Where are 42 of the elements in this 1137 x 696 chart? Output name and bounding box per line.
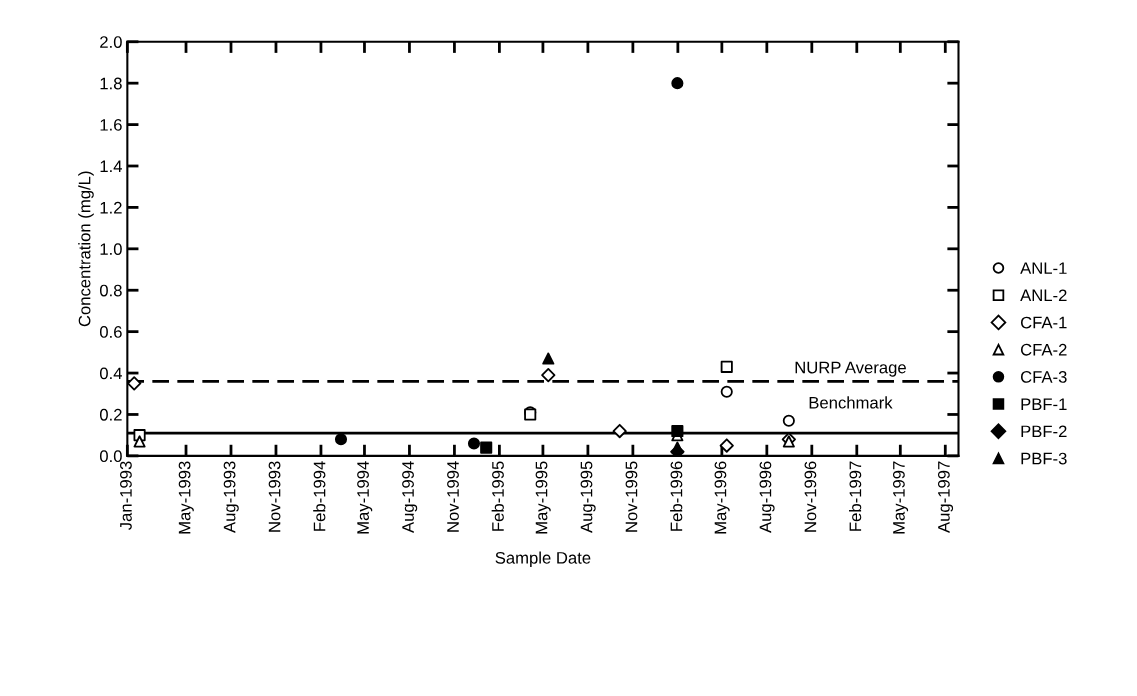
y-tick-label: 2.0 bbox=[100, 36, 122, 48]
legend-label: CFA-3 bbox=[1020, 371, 1067, 383]
x-tick-label: Feb-1996 bbox=[670, 461, 683, 531]
x-tick-label: Jan-1993 bbox=[120, 461, 132, 530]
y-tick-label: 0.6 bbox=[99, 326, 122, 338]
x-tick-label: May-1993 bbox=[178, 461, 194, 534]
y-tick-label: 0.8 bbox=[99, 284, 122, 297]
x-tick-label: Aug-1994 bbox=[402, 461, 418, 533]
x-axis-title: Sample Date bbox=[495, 551, 591, 568]
y-tick-label: 0.2 bbox=[99, 408, 122, 421]
legend-label: CFA-1 bbox=[1020, 316, 1067, 329]
y-tick-label: 1.4 bbox=[100, 160, 122, 173]
y-axis-title: Concentration (mg/L) bbox=[78, 171, 94, 327]
legend-label: ANL-2 bbox=[1020, 289, 1067, 302]
x-tick-label: Feb-1994 bbox=[313, 461, 326, 531]
x-tick-label: May-1994 bbox=[357, 461, 373, 534]
legend-label: CFA-2 bbox=[1020, 343, 1067, 356]
x-tick-label: Nov-1993 bbox=[268, 461, 281, 532]
x-tick-label: Nov-1994 bbox=[447, 461, 459, 532]
ref-line-label: Benchmark bbox=[809, 396, 893, 409]
legend-label: PBF-2 bbox=[1021, 425, 1067, 438]
x-tick-label: Feb-1995 bbox=[491, 461, 504, 531]
x-tick-label: Aug-1995 bbox=[580, 461, 596, 533]
y-tick-label: 0.4 bbox=[99, 367, 122, 380]
x-tick-label: Aug-1997 bbox=[937, 461, 954, 533]
legend-label: PBF-3 bbox=[1021, 452, 1067, 465]
y-tick-label: 0.0 bbox=[99, 450, 122, 463]
x-tick-label: Feb-1997 bbox=[849, 461, 862, 531]
x-tick-label: Nov-1995 bbox=[625, 461, 638, 532]
y-tick-label: 1.0 bbox=[100, 243, 122, 256]
y-tick-label: 1.6 bbox=[100, 118, 122, 131]
x-tick-label: May-1996 bbox=[714, 461, 730, 534]
x-tick-label: Aug-1993 bbox=[223, 461, 239, 533]
x-tick-label: Nov-1996 bbox=[804, 461, 817, 532]
x-tick-label: Aug-1996 bbox=[759, 461, 775, 533]
y-tick-label: 1.2 bbox=[100, 201, 122, 214]
legend-label: PBF-1 bbox=[1021, 398, 1067, 410]
ref-line-label: NURP Average bbox=[795, 361, 906, 377]
x-tick-label: May-1995 bbox=[535, 461, 551, 534]
x-tick-label: May-1997 bbox=[892, 461, 909, 534]
y-tick-label: 1.8 bbox=[100, 77, 122, 90]
legend-label: ANL-1 bbox=[1020, 262, 1067, 274]
